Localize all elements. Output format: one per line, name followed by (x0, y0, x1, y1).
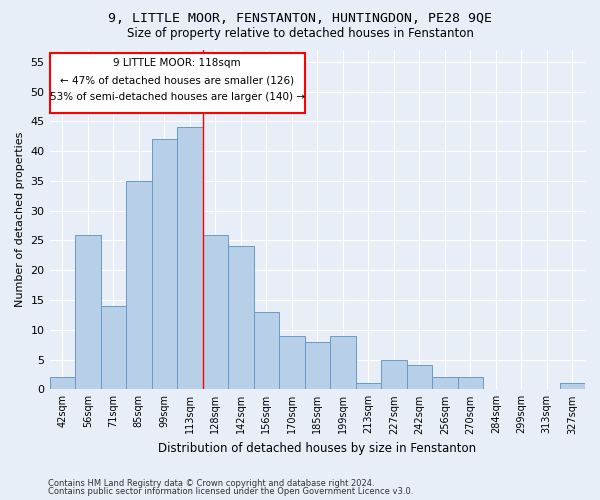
Y-axis label: Number of detached properties: Number of detached properties (15, 132, 25, 308)
Bar (560, 384, 585, 390)
Bar (279, 336, 305, 390)
FancyBboxPatch shape (50, 53, 305, 112)
Bar (254, 312, 279, 390)
Bar (177, 128, 203, 390)
Text: 53% of semi-detached houses are larger (140) →: 53% of semi-detached houses are larger (… (50, 92, 305, 102)
X-axis label: Distribution of detached houses by size in Fenstanton: Distribution of detached houses by size … (158, 442, 476, 455)
Bar (101, 306, 126, 390)
Bar (152, 140, 177, 390)
Bar (356, 384, 381, 390)
Bar (381, 360, 407, 390)
Text: ← 47% of detached houses are smaller (126): ← 47% of detached houses are smaller (12… (60, 75, 294, 85)
Bar (203, 234, 228, 390)
Text: Contains HM Land Registry data © Crown copyright and database right 2024.: Contains HM Land Registry data © Crown c… (48, 478, 374, 488)
Bar (458, 378, 483, 390)
Text: 9 LITTLE MOOR: 118sqm: 9 LITTLE MOOR: 118sqm (113, 58, 241, 68)
Text: Contains public sector information licensed under the Open Government Licence v3: Contains public sector information licen… (48, 487, 413, 496)
Bar (75, 234, 101, 390)
Text: Size of property relative to detached houses in Fenstanton: Size of property relative to detached ho… (127, 28, 473, 40)
Bar (305, 342, 330, 390)
Bar (228, 246, 254, 390)
Bar (126, 181, 152, 390)
Bar (50, 378, 75, 390)
Bar (432, 378, 458, 390)
Bar (330, 336, 356, 390)
Text: 9, LITTLE MOOR, FENSTANTON, HUNTINGDON, PE28 9QE: 9, LITTLE MOOR, FENSTANTON, HUNTINGDON, … (108, 12, 492, 26)
Bar (407, 366, 432, 390)
